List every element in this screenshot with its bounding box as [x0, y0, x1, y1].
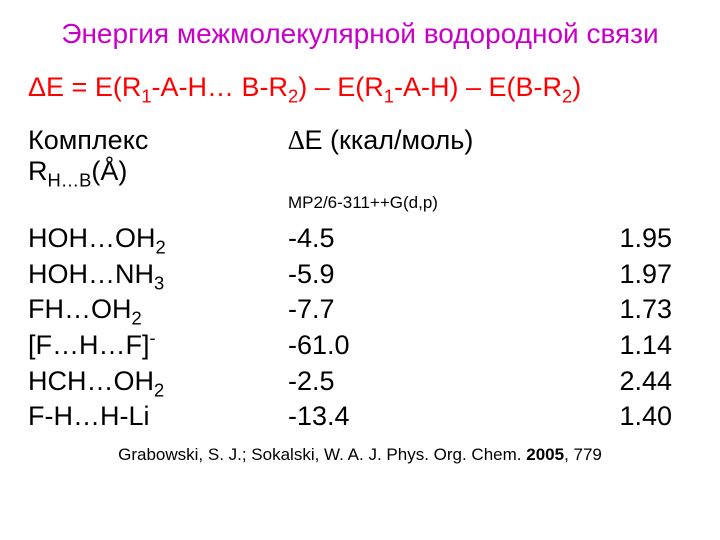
complex-sup: - — [150, 327, 156, 348]
complex-text: HOH…NH — [28, 259, 154, 289]
complex-cell: FH…OH2 — [28, 292, 288, 328]
complex-text: FH…OH — [28, 294, 132, 324]
slide-title: Энергия межмолекулярной водородной связи — [28, 18, 692, 50]
complex-sub: 2 — [156, 236, 166, 257]
eq-sub1: 1 — [141, 85, 151, 106]
complex-cell: HOH…NH3 — [28, 257, 288, 293]
distance-cell: 1.97 — [528, 257, 692, 293]
eq-term1a: E(R — [95, 72, 142, 102]
energy-cell: -2.5 — [288, 364, 528, 400]
eq-term1b: -A-H… B-R — [152, 72, 289, 102]
eq-lhs: ΔE — [28, 72, 64, 102]
eq-term3a: E(B-R — [489, 72, 563, 102]
complex-cell: HOH…OH2 — [28, 221, 288, 257]
distance-cell: 1.95 — [528, 221, 692, 257]
complex-cell: F-H…H-Li — [28, 399, 288, 435]
complex-sub: 2 — [154, 379, 164, 400]
table-header-row1: Комплекс ∆E (ккал/моль) — [28, 125, 692, 156]
citation: Grabowski, S. J.; Sokalski, W. A. J. Phy… — [28, 445, 692, 465]
distance-cell: 1.14 — [528, 328, 692, 364]
table-row: F-H…H-Li -13.41.40 — [28, 399, 692, 435]
header-R-pre: R — [28, 156, 48, 186]
table-row: HOH…NH3 -5.91.97 — [28, 257, 692, 293]
eq-term1c: ) — [298, 72, 307, 102]
complex-text: F-H…H-Li — [28, 401, 150, 431]
data-table: HOH…OH2 -4.51.95HOH…NH3 -5.91.97FH…OH2 -… — [28, 221, 692, 435]
complex-cell: HCH…OH2 — [28, 364, 288, 400]
energy-cell: -4.5 — [288, 221, 528, 257]
energy-cell: -7.7 — [288, 292, 528, 328]
table-row: FH…OH2 -7.71.73 — [28, 292, 692, 328]
header-R-sub: H…B — [48, 169, 92, 190]
eq-minus2: – — [459, 72, 489, 102]
complex-text: HCH…OH — [28, 366, 154, 396]
distance-cell: 2.44 — [528, 364, 692, 400]
complex-sub: 3 — [154, 272, 164, 293]
table-row: [F…H…F]- -61.01.14 — [28, 328, 692, 364]
header-dE-text: E (ккал/моль) — [305, 125, 474, 155]
energy-cell: -13.4 — [288, 399, 528, 435]
slide-content: Энергия межмолекулярной водородной связи… — [0, 0, 720, 465]
complex-sub: 2 — [132, 308, 142, 329]
citation-year: 2005 — [526, 445, 564, 464]
distance-cell: 1.40 — [528, 399, 692, 435]
eq-term3b: ) — [572, 72, 581, 102]
table-row: HOH…OH2 -4.51.95 — [28, 221, 692, 257]
table-header-row2: RH…B(Å) — [28, 156, 692, 187]
eq-sub2: 2 — [288, 85, 298, 106]
citation-text: Grabowski, S. J.; Sokalski, W. A. J. Phy… — [118, 445, 526, 464]
header-R-post: (Å) — [91, 156, 127, 186]
citation-post: , 779 — [564, 445, 602, 464]
method-label: MP2/6-311++G(d,p) — [288, 193, 692, 213]
header-complex: Комплекс — [28, 125, 288, 156]
complex-text: HOH…OH — [28, 223, 156, 253]
eq-sub4: 2 — [562, 85, 572, 106]
energy-cell: -61.0 — [288, 328, 528, 364]
header-delta-symbol: ∆ — [288, 125, 305, 155]
distance-cell: 1.73 — [528, 292, 692, 328]
eq-equals: = — [64, 72, 95, 102]
complex-text: [F…H…F] — [28, 330, 150, 360]
complex-cell: [F…H…F]- — [28, 328, 288, 364]
header-dE: ∆E (ккал/моль) — [288, 125, 528, 156]
eq-term2b: -A-H) — [394, 72, 458, 102]
eq-sub3: 1 — [384, 85, 394, 106]
table-row: HCH…OH2 -2.52.44 — [28, 364, 692, 400]
eq-minus1: – — [307, 72, 337, 102]
energy-cell: -5.9 — [288, 257, 528, 293]
energy-equation: ΔE = E(R1-A-H… B-R2) – E(R1-A-H) – E(B-R… — [28, 72, 692, 103]
eq-term2a: E(R — [337, 72, 384, 102]
